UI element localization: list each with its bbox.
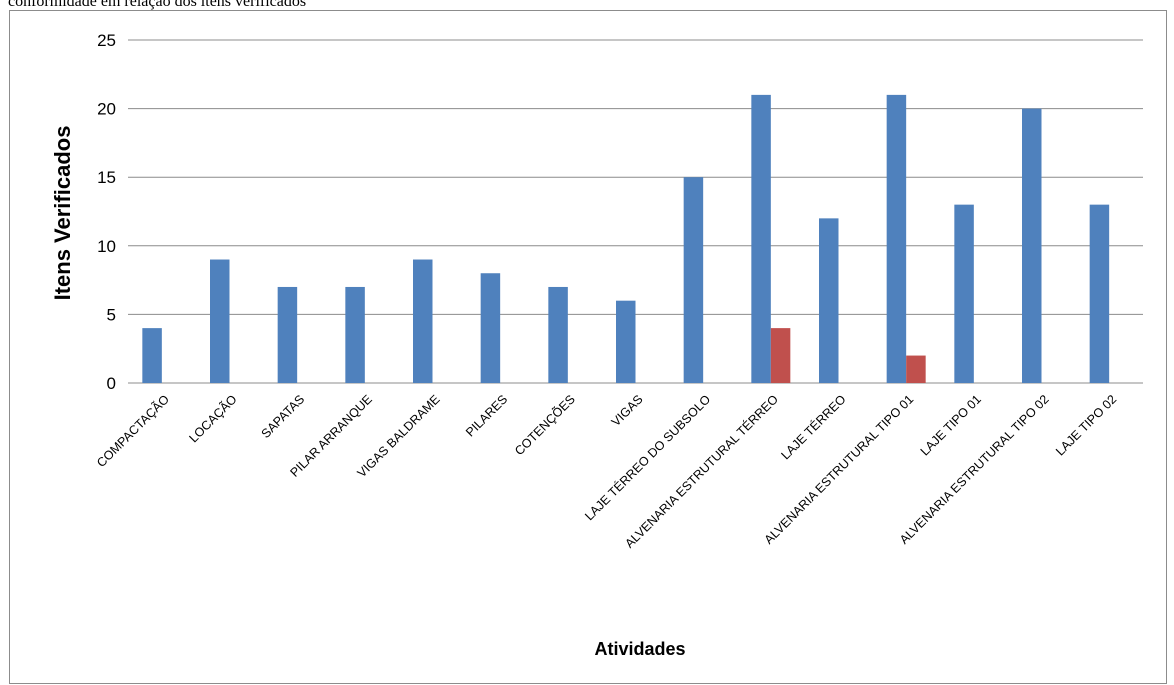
figure-caption: conformidade em relação dos itens verifi…	[8, 0, 307, 10]
bar-series2-11	[906, 355, 926, 383]
x-tick-label: VIGAS	[609, 392, 646, 429]
bar-series1-11	[886, 94, 907, 383]
x-tick-label: ALVENARIA ESTRUTURAL TIPO 01	[762, 392, 917, 547]
x-tick-label: LAJE TIPO 02	[1053, 392, 1119, 458]
y-tick-labels: 0 5 10 15 20 25	[97, 31, 116, 393]
y-tick-label: 20	[97, 100, 116, 119]
bar-series1-8	[683, 177, 704, 383]
y-tick-label: 0	[107, 374, 116, 393]
x-tick-label: ALVENARIA ESTRUTURAL TÉRREO	[622, 391, 781, 550]
x-tick-label: LAJE TÉRREO DO SUBSOLO	[582, 391, 714, 523]
bars	[142, 94, 1110, 383]
y-tick-label: 15	[97, 168, 116, 187]
bar-series1-1	[210, 259, 230, 383]
y-tick-label: 25	[97, 31, 116, 50]
x-tick-label: COTENÇÕES	[511, 392, 578, 459]
bar-series1-4	[413, 259, 433, 383]
bar-series1-0	[142, 328, 162, 383]
bar-series2-9	[770, 328, 791, 383]
bar-series1-6	[548, 286, 568, 383]
x-tick-label: COMPACTAÇÃO	[94, 392, 172, 470]
y-axis-title: Itens Verificados	[50, 126, 75, 301]
x-tick-label: SAPATAS	[259, 392, 308, 441]
bar-series1-7	[616, 300, 636, 383]
bar-series1-3	[345, 286, 365, 383]
bar-series1-2	[277, 286, 298, 383]
bar-series1-12	[954, 204, 974, 383]
x-tick-label: ALVENARIA ESTRUTURAL TIPO 02	[897, 392, 1052, 547]
bar-series1-13	[1022, 108, 1042, 383]
bar-series1-14	[1089, 204, 1110, 383]
bar-series1-5	[480, 273, 501, 383]
chart-frame	[9, 10, 1167, 684]
bar-series1-9	[751, 94, 771, 383]
x-tick-label: LAJE TÉRREO	[778, 391, 849, 462]
bar-series1-10	[819, 218, 839, 383]
x-tick-label: LAJE TIPO 01	[918, 392, 984, 458]
x-axis-title: Atividades	[594, 639, 685, 659]
x-tick-label: LOCAÇÃO	[186, 392, 239, 445]
y-tick-label: 10	[97, 237, 116, 256]
y-tick-label: 5	[107, 305, 116, 324]
x-tick-label: PILARES	[463, 392, 510, 439]
